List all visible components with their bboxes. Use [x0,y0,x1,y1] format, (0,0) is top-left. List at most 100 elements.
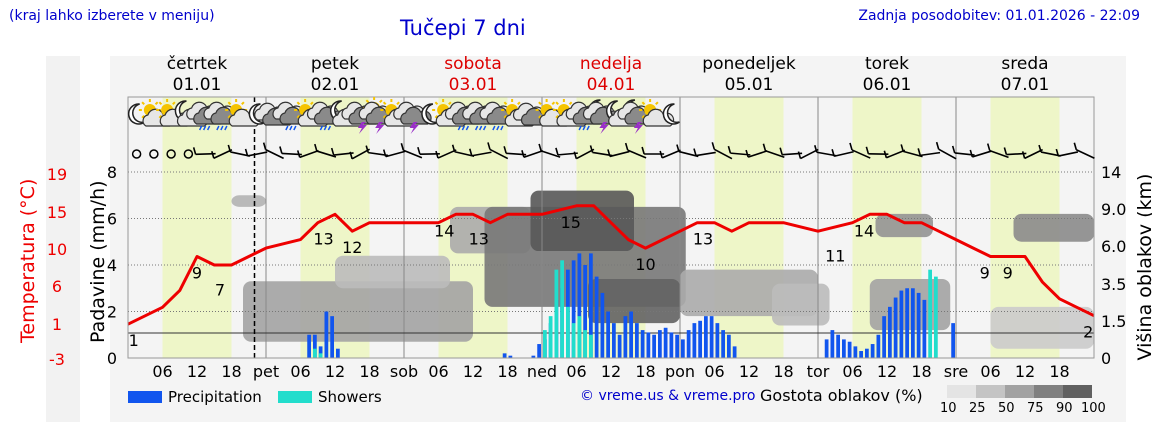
wind-barb-flag [641,146,645,155]
x-tick: 18 [221,362,241,381]
rain-drop [202,125,207,131]
wind-barb-icon [454,150,475,158]
cloud-region [335,255,450,289]
sun-ray [227,101,232,106]
rain-drop [289,125,293,131]
temperature-label: 15 [561,213,581,232]
sun-ray [503,114,508,119]
rain-drop [216,125,220,131]
precip-tick: 4 [107,256,117,275]
legend-precipitation-label: Precipitation [168,388,262,406]
wind-barb-icon [627,149,647,159]
cloud-region [869,278,951,331]
x-tick: ned [527,362,557,381]
precipitation-bar [882,316,886,358]
shower-bar [554,269,559,358]
rain-drop [206,125,211,131]
sun-ray [555,114,559,119]
precipitation-bar [715,323,720,358]
scale-label: 100 [1081,401,1106,416]
shower-bar [566,306,570,358]
precipitation-bar [870,344,875,358]
wind-barb-flag [521,150,525,158]
sun-ray [641,114,646,119]
day-date: 03.01 [449,75,498,95]
sun-ray [379,99,383,104]
sun-ray [365,99,370,104]
wind-barb-flag [831,149,835,157]
temperature-label: 9 [1003,264,1013,283]
wind-barb-flag [883,150,888,158]
temperature-label: 2 [1083,323,1093,342]
wind-barb-flag [192,147,197,155]
sun-ray [296,101,301,106]
precipitation-bar [951,323,955,358]
cloud-region [875,213,933,238]
sun-ray [448,101,452,106]
precipitation-bar [853,346,858,358]
day-name: ponedeljek [702,54,796,74]
precipitation-bar [583,265,587,358]
rain-drop [474,125,479,131]
wind-barb-icon [1024,148,1043,160]
sun-ray [158,101,163,106]
shower-bar [571,323,576,358]
precipitation-swatch [128,391,162,403]
sun-ray [568,101,573,106]
wind-barb-icon [316,150,337,158]
precipitation-bar [336,348,340,358]
precipitation-bar [635,323,639,358]
precipitation-bar [537,344,541,358]
legend-showers-label: Showers [318,388,382,406]
wind-barb-icon [678,150,699,158]
precip-tick: 8 [107,163,117,182]
wind-barb-flag [676,144,680,152]
wind-barb-flag [986,143,991,151]
wind-symbols [131,141,1095,160]
day-band [162,97,232,358]
precipitation-bar [307,334,311,358]
credit-link[interactable]: © vreme.us & vreme.pro [580,388,756,404]
precipitation-axis-label: Padavine (mm/h) [87,180,109,343]
precip-tick: 2 [107,303,117,322]
rain-drop [492,125,496,131]
cloud-height-tick: 9.0 [1101,200,1126,219]
x-tick: pet [253,362,279,381]
wind-barb-icon [437,149,457,159]
page-title: Tučepi 7 dni [400,16,526,40]
lightning-bolt [599,122,609,134]
x-tick: 06 [842,362,862,381]
x-tick: 12 [463,362,483,381]
scale-step [976,385,1005,398]
sun-ray [296,114,301,119]
precipitation-bar [721,330,725,358]
precipitation-bar [594,276,599,358]
sun-ray [538,114,542,119]
wind-barb-icon [833,150,854,158]
temperature-tick: -3 [49,350,65,369]
wind-barb-flag [917,148,921,156]
wind-barb-flag [296,150,301,158]
precipitation-bar [859,351,863,358]
wind-barb-flag [279,146,283,154]
precipitation-bar [824,339,829,358]
temperature-label: 12 [342,238,362,257]
wind-barb-flag [900,144,904,152]
grid-lines [128,97,1094,358]
precipitation-bar [905,288,909,358]
wind-barb-icon [989,149,1009,159]
temperature-axis-panel [46,56,80,422]
x-tick: 18 [635,362,655,381]
wind-barb-icon [695,151,716,157]
legend-showers: Showers [278,388,382,406]
temperature-tick: 1 [52,315,62,334]
day-name: nedelja [580,54,642,74]
wind-barb-flag [624,142,629,151]
wind-barb-flag [555,147,559,156]
wind-barb-flag [417,146,421,155]
sun-ray [141,101,145,106]
temperature-label: 14 [854,221,874,240]
wind-barb-flag [1003,147,1008,155]
scale-label: 50 [998,401,1015,416]
